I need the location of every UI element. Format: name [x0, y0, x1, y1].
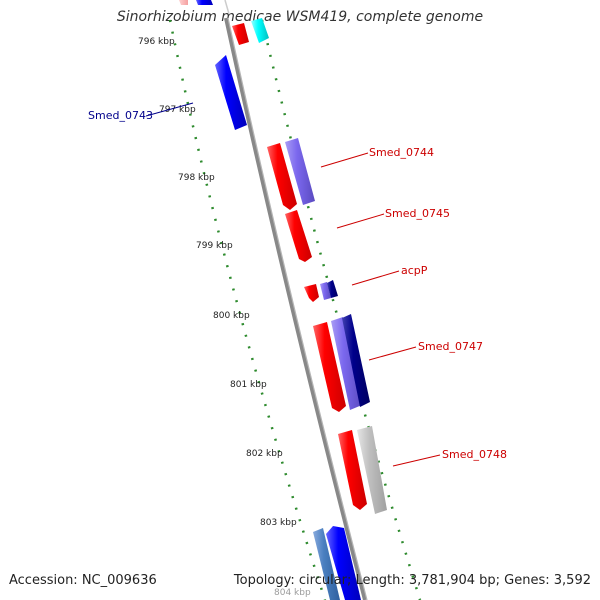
- gene-top-cyan: [251, 18, 269, 43]
- gene-smed-0743: [215, 55, 247, 130]
- gene-label-smed-0748: Smed_0748: [442, 448, 507, 461]
- gene-smed-0747-partner-a: [331, 317, 362, 410]
- gene-label-smed-0747: Smed_0747: [418, 340, 483, 353]
- gene-label-smed-0745: Smed_0745: [385, 207, 450, 220]
- gene-label-smed-0743: Smed_0743: [88, 109, 153, 122]
- accession-text: Accession: NC_009636: [9, 573, 157, 588]
- map-title: Sinorhizobium medicae WSM419, complete g…: [116, 9, 484, 25]
- genome-backbone: [224, 17, 367, 600]
- gene-smed-0744-partner: [285, 138, 315, 205]
- outer-dotted-track: [260, 19, 422, 600]
- tick-label-796: 796 kbp: [138, 37, 175, 47]
- tick-label-798: 798 kbp: [178, 173, 215, 183]
- label-line-smed-0747: [368, 346, 417, 361]
- gene-label-smed-0744: Smed_0744: [369, 146, 434, 159]
- gene-smed-0747-partner-b: [342, 314, 370, 407]
- gene-top-red: [232, 23, 249, 45]
- gene-bottom-steel: [313, 528, 340, 600]
- label-line-smed-0745: [336, 213, 385, 229]
- tick-label-800: 800 kbp: [213, 311, 250, 321]
- gene-acpp-partner-b: [327, 280, 338, 298]
- gene-bottom-blue: [326, 526, 361, 600]
- tick-label-802: 802 kbp: [246, 449, 283, 459]
- gene-smed-0744: [267, 143, 297, 210]
- tick-label-803: 803 kbp: [260, 518, 297, 528]
- label-line-smed-0743: [145, 102, 194, 117]
- faint-track-edge: [224, 0, 230, 15]
- gene-smed-0748: [338, 430, 367, 510]
- tick-label-801: 801 kbp: [230, 380, 267, 390]
- gene-acpp: [304, 284, 319, 302]
- tick-label-797: 797 kbp: [159, 105, 196, 115]
- gene-smed-0747: [313, 322, 346, 412]
- tick-label-804: 804 kbp: [274, 588, 311, 598]
- gene-smed-0745: [285, 210, 312, 262]
- genome-backbone-shadow: [227, 17, 368, 600]
- gene-smed-0748-partner: [357, 426, 387, 514]
- tick-label-799: 799 kbp: [196, 241, 233, 251]
- gene-label-acpp: acpP: [401, 264, 428, 277]
- label-line-smed-0744: [320, 152, 369, 168]
- gene-top-blue: [196, 0, 213, 5]
- topology-summary: Topology: circular; Length: 3,781,904 bp…: [233, 573, 591, 588]
- label-line-acpp: [351, 270, 400, 286]
- gene-top-pink: [179, 0, 188, 5]
- label-line-smed-0748: [392, 454, 441, 467]
- gene-acpp-partner-a: [320, 282, 331, 300]
